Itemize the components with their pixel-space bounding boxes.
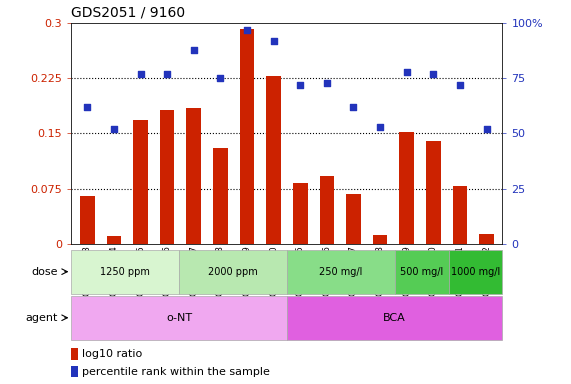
Point	[376, 124, 385, 130]
Point	[243, 26, 252, 33]
Bar	[160, 110, 175, 244]
Bar	[179, 250, 287, 294]
Bar	[71, 348, 78, 360]
Point	[269, 38, 278, 44]
Bar	[187, 108, 201, 244]
Text: agent: agent	[26, 313, 58, 323]
Bar	[240, 29, 254, 244]
Bar	[399, 132, 414, 244]
Point	[322, 79, 331, 86]
Text: 1250 ppm: 1250 ppm	[100, 266, 150, 277]
Bar	[449, 250, 502, 294]
Point	[482, 126, 491, 132]
Bar	[293, 184, 308, 244]
Text: 1000 mg/l: 1000 mg/l	[451, 266, 500, 277]
Bar	[266, 76, 281, 244]
Point	[216, 75, 225, 81]
Point	[110, 126, 119, 132]
Bar	[395, 250, 449, 294]
Point	[163, 71, 172, 77]
Point	[455, 82, 464, 88]
Point	[429, 71, 438, 77]
Bar	[453, 187, 467, 244]
Text: o-NT: o-NT	[166, 313, 192, 323]
Bar	[71, 366, 78, 377]
Text: GDS2051 / 9160: GDS2051 / 9160	[71, 5, 186, 19]
Bar	[346, 194, 361, 244]
Text: dose: dose	[31, 266, 58, 277]
Text: BCA: BCA	[383, 313, 406, 323]
Text: percentile rank within the sample: percentile rank within the sample	[82, 367, 270, 377]
Point	[402, 68, 411, 74]
Text: 500 mg/l: 500 mg/l	[400, 266, 443, 277]
Point	[189, 46, 198, 53]
Point	[83, 104, 92, 110]
Bar	[320, 176, 334, 244]
Text: 2000 ppm: 2000 ppm	[208, 266, 258, 277]
Bar	[80, 196, 95, 244]
Point	[136, 71, 145, 77]
Point	[296, 82, 305, 88]
Text: log10 ratio: log10 ratio	[82, 349, 142, 359]
Bar	[373, 235, 387, 244]
Bar	[107, 237, 121, 244]
Bar	[213, 148, 228, 244]
Bar	[71, 250, 179, 294]
Bar	[71, 296, 287, 340]
Bar	[426, 141, 441, 244]
Bar	[287, 296, 502, 340]
Text: 250 mg/l: 250 mg/l	[319, 266, 363, 277]
Bar	[479, 234, 494, 244]
Bar	[133, 120, 148, 244]
Bar	[287, 250, 395, 294]
Point	[349, 104, 358, 110]
